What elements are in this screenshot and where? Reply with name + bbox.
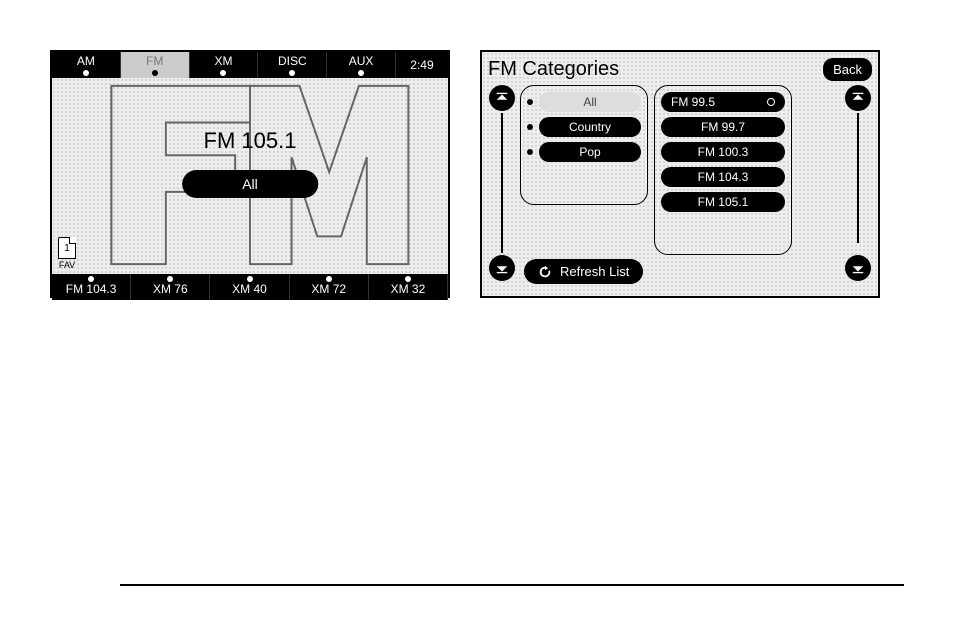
tab-disc[interactable]: DISC — [258, 52, 327, 78]
scroll-down-button[interactable] — [845, 255, 871, 281]
station-item[interactable]: FM 99.5 — [661, 92, 785, 112]
categories-screen: FM Categories Back All Country — [480, 50, 880, 298]
dot-icon — [220, 70, 226, 76]
refresh-button[interactable]: Refresh List — [524, 259, 643, 284]
preset-label: XM 76 — [153, 282, 188, 296]
dot-icon — [88, 276, 94, 282]
dot-icon — [358, 70, 364, 76]
source-tabs: AM FM XM DISC AUX 2:49 — [52, 52, 448, 78]
scroll-up-button[interactable] — [845, 85, 871, 111]
tab-label: FM — [146, 54, 163, 68]
station-item[interactable]: FM 104.3 — [661, 167, 785, 187]
category-label: Country — [539, 117, 641, 137]
scroll-down-icon — [851, 261, 865, 275]
station-label: FM 99.7 — [661, 117, 785, 137]
fav-number: 1 — [59, 243, 75, 254]
station-label: FM 104.3 — [661, 167, 785, 187]
scroll-track — [857, 113, 859, 243]
tab-aux[interactable]: AUX — [327, 52, 396, 78]
tab-xm[interactable]: XM — [190, 52, 259, 78]
category-label: All — [539, 92, 641, 112]
category-item[interactable]: Pop — [527, 142, 641, 162]
dot-icon — [83, 70, 89, 76]
tab-label: AM — [77, 54, 95, 68]
refresh-icon — [538, 265, 552, 279]
back-button[interactable]: Back — [823, 58, 872, 81]
refresh-label: Refresh List — [560, 264, 629, 279]
scroll-down-icon — [495, 261, 509, 275]
scroll-down-button[interactable] — [489, 255, 515, 281]
footer-divider — [120, 584, 904, 586]
lists-area: All Country Pop FM 99.5 FM 99.7 FM 100.3… — [520, 85, 840, 285]
category-label: Pop — [539, 142, 641, 162]
tab-am[interactable]: AM — [52, 52, 121, 78]
station-label: FM 99.5 — [661, 92, 785, 112]
tab-label: AUX — [349, 54, 374, 68]
dot-icon — [405, 276, 411, 282]
category-pill[interactable]: All — [182, 170, 318, 198]
category-scroll — [488, 85, 516, 285]
preset-2[interactable]: XM 76 — [131, 274, 210, 300]
dot-icon — [152, 70, 158, 76]
dot-icon — [527, 99, 533, 105]
category-item[interactable]: All — [527, 92, 641, 112]
preset-3[interactable]: XM 40 — [210, 274, 289, 300]
station-item[interactable]: FM 99.7 — [661, 117, 785, 137]
preset-label: XM 72 — [311, 282, 346, 296]
preset-4[interactable]: XM 72 — [290, 274, 369, 300]
scroll-up-icon — [495, 91, 509, 105]
station-label: FM 100.3 — [661, 142, 785, 162]
station-item[interactable]: FM 105.1 — [661, 192, 785, 212]
page-icon: 1 — [58, 237, 76, 259]
dot-icon — [247, 276, 253, 282]
tab-fm[interactable]: FM — [121, 52, 190, 78]
preset-label: FM 104.3 — [66, 282, 117, 296]
category-list: All Country Pop — [520, 85, 648, 205]
dot-icon — [167, 276, 173, 282]
scroll-up-button[interactable] — [489, 85, 515, 111]
station-scroll — [844, 85, 872, 285]
scroll-track — [501, 113, 503, 253]
scroll-up-icon — [851, 91, 865, 105]
tab-label: XM — [214, 54, 232, 68]
preset-bar: FM 104.3 XM 76 XM 40 XM 72 XM 32 — [52, 274, 448, 300]
tab-label: DISC — [278, 54, 307, 68]
station-item[interactable]: FM 100.3 — [661, 142, 785, 162]
dot-icon — [527, 124, 533, 130]
dot-icon — [326, 276, 332, 282]
radio-icon — [767, 98, 775, 106]
preset-label: XM 32 — [391, 282, 426, 296]
station-label: FM 105.1 — [661, 192, 785, 212]
station-list: FM 99.5 FM 99.7 FM 100.3 FM 104.3 FM 105… — [654, 85, 792, 255]
category-item[interactable]: Country — [527, 117, 641, 137]
fav-label: FAV — [58, 260, 76, 270]
preset-5[interactable]: XM 32 — [369, 274, 448, 300]
dot-icon — [289, 70, 295, 76]
display-area: FM 105.1 All 1 FAV — [52, 78, 448, 274]
radio-main-screen: AM FM XM DISC AUX 2:49 FM 105.1 All 1 FA… — [50, 50, 450, 298]
preset-label: XM 40 — [232, 282, 267, 296]
favorites-button[interactable]: 1 FAV — [58, 237, 76, 270]
preset-1[interactable]: FM 104.3 — [52, 274, 131, 300]
dot-icon — [527, 149, 533, 155]
current-station: FM 105.1 — [204, 128, 297, 154]
screen-title: FM Categories — [488, 58, 619, 81]
clock: 2:49 — [396, 52, 448, 78]
